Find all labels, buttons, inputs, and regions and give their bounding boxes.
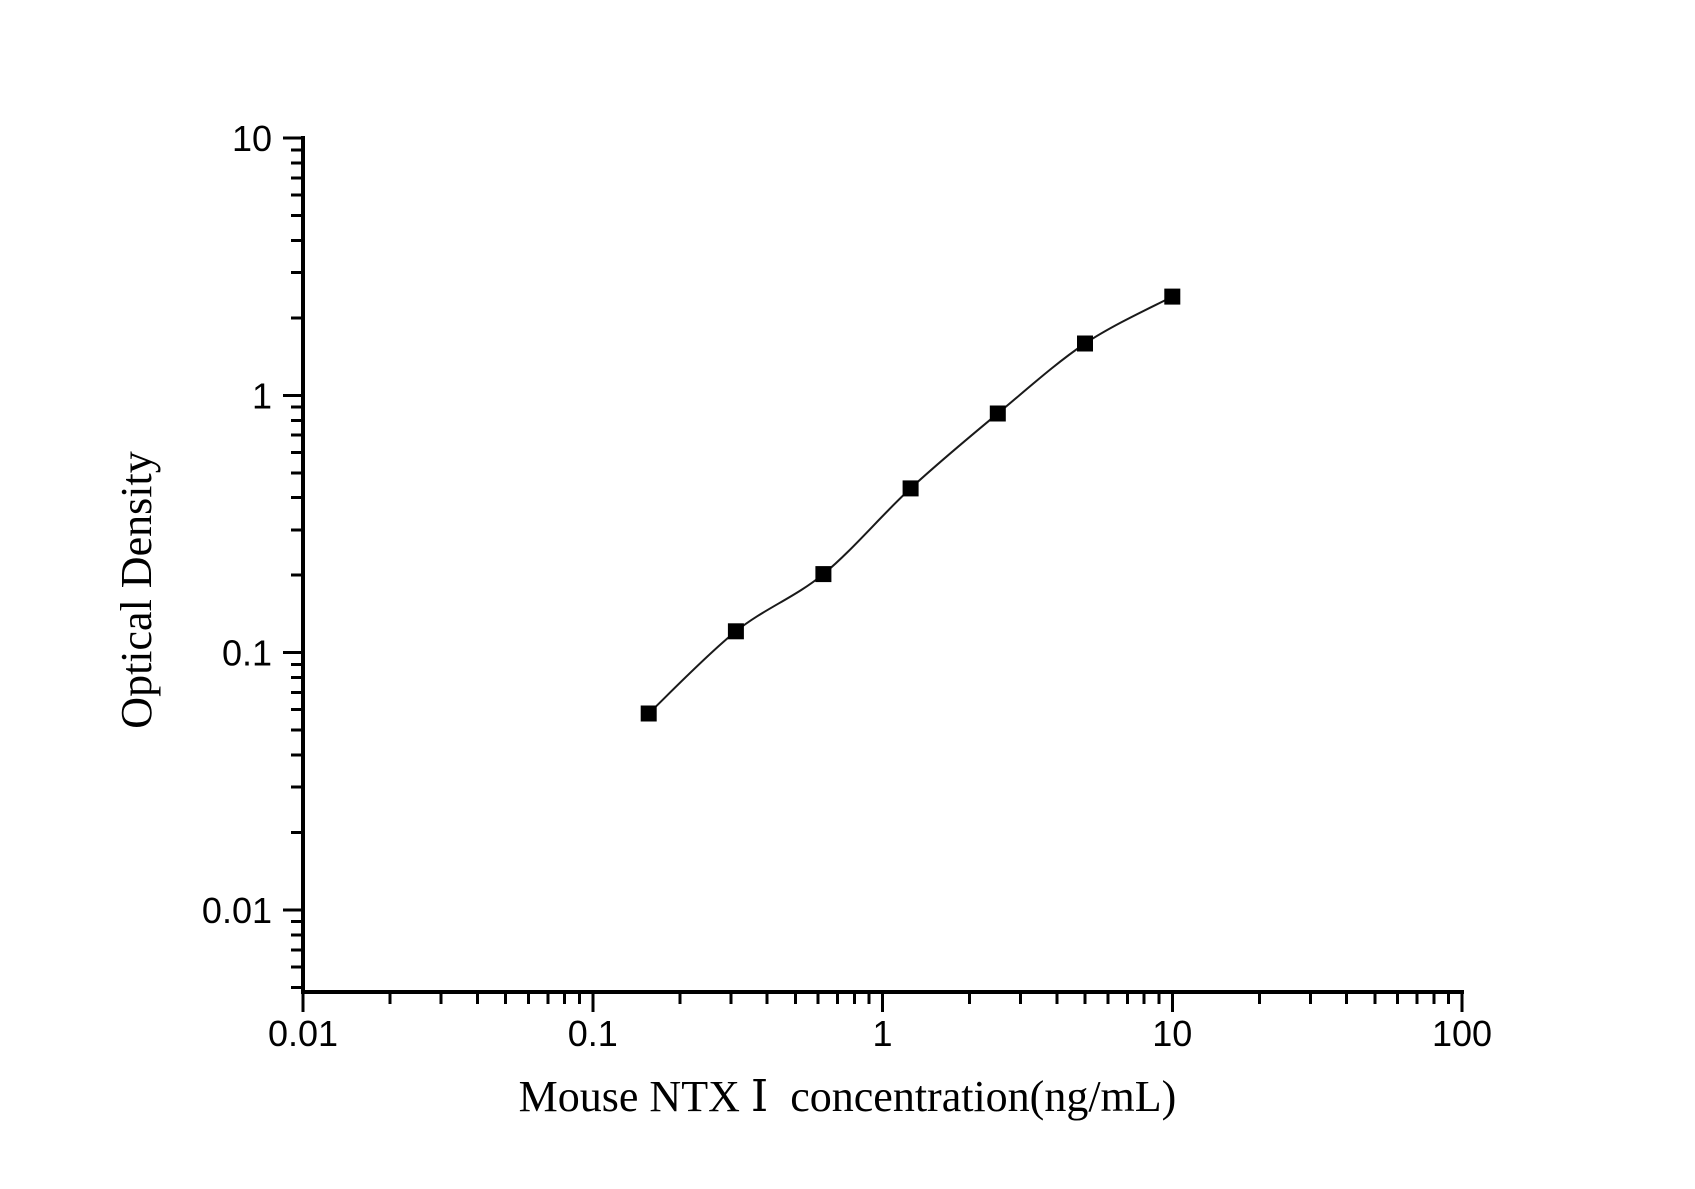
x-axis-tick-label: 100 xyxy=(1432,1013,1492,1054)
data-point-marker xyxy=(902,480,919,497)
x-axis-tick-label: 0.01 xyxy=(268,1013,338,1054)
data-point-marker xyxy=(640,705,657,722)
y-axis-tick-label: 1 xyxy=(252,375,272,416)
data-point-marker xyxy=(1164,288,1181,305)
data-point-marker xyxy=(989,405,1006,422)
x-axis-title: Mouse NTX Ⅰ concentration(ng/mL) xyxy=(518,1072,1177,1121)
data-point-marker xyxy=(815,566,832,583)
data-point-marker xyxy=(1077,335,1093,352)
y-axis-tick-label: 0.01 xyxy=(202,890,272,931)
y-axis-tick-label: 0.1 xyxy=(222,633,272,674)
x-axis-tick-label: 1 xyxy=(872,1013,892,1054)
fit-curve xyxy=(648,295,1173,715)
x-axis-tick-label: 10 xyxy=(1152,1013,1192,1054)
data-point-marker xyxy=(727,623,744,640)
y-axis-tick-label: 10 xyxy=(232,118,272,159)
y-axis-title: Optical Density xyxy=(112,451,161,729)
x-axis-tick-label: 0.1 xyxy=(568,1013,618,1054)
